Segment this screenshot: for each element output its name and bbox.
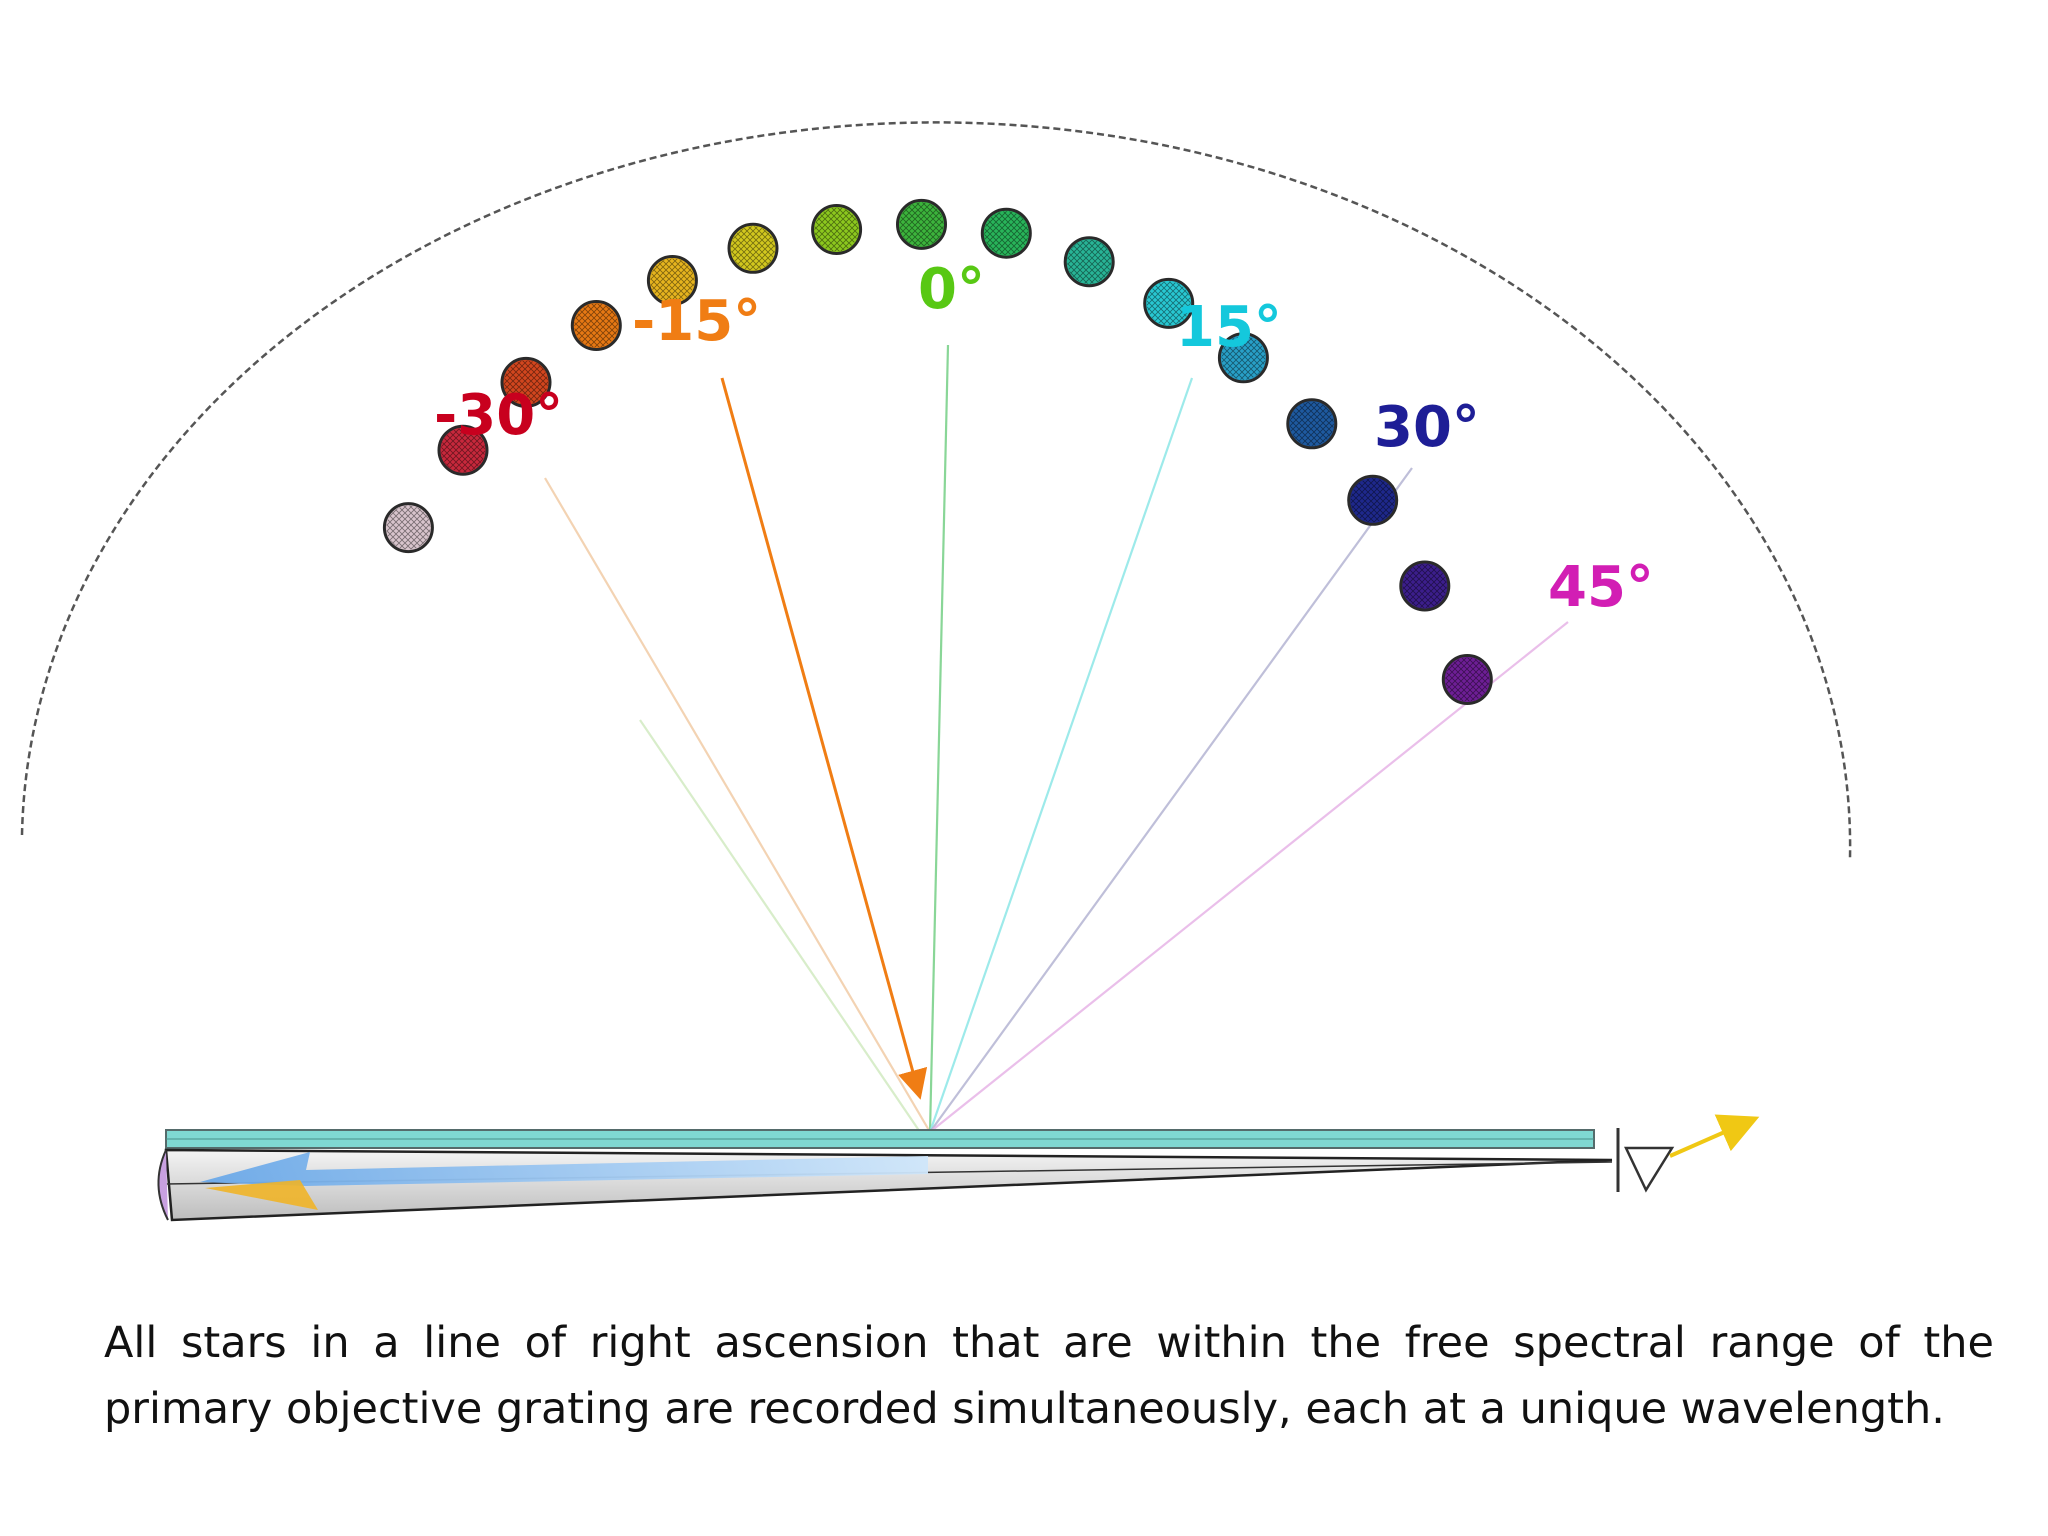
angle-label-minus-30: -30° <box>434 383 563 448</box>
star-10 <box>1063 236 1115 288</box>
detector <box>1616 1114 1760 1193</box>
star-5 <box>646 255 698 306</box>
angle-label-minus-15: -15° <box>632 289 761 354</box>
caption: All stars in a line of right ascension t… <box>104 1318 1994 1434</box>
star-7 <box>811 204 863 255</box>
ray-minus-30 <box>544 477 931 1133</box>
star-3 <box>500 356 552 408</box>
star-1 <box>382 502 434 554</box>
angle-label-0: 0° <box>918 257 985 322</box>
star-12 <box>1217 332 1269 384</box>
angle-label-15: 15° <box>1176 295 1282 360</box>
ray-45 <box>929 621 1569 1133</box>
sky-arc <box>20 121 1852 859</box>
ray-0 <box>928 344 950 1133</box>
telescope-tube <box>157 1148 1613 1222</box>
ray-minus-30-green <box>639 719 921 1133</box>
star-9 <box>980 207 1032 259</box>
ray-30 <box>929 467 1413 1133</box>
output-arrow <box>1669 1114 1760 1158</box>
yellow-beam <box>205 1180 318 1210</box>
grating-diagram: -30° -15° 0° 15° 30° 45° <box>20 121 1852 1222</box>
objective-grating <box>165 1129 1595 1149</box>
star-16 <box>1441 654 1493 705</box>
diffraction-rays <box>544 344 1569 1133</box>
star-2 <box>437 424 489 476</box>
star-4 <box>570 300 622 351</box>
stars-group <box>382 198 1493 705</box>
star-14 <box>1347 474 1399 526</box>
star-15 <box>1399 560 1451 612</box>
blue-beam <box>200 1152 928 1186</box>
incident-arrow <box>720 377 928 1100</box>
angle-label-45: 45° <box>1548 555 1654 620</box>
angle-labels: -30° -15° 0° 15° 30° 45° <box>434 257 1654 620</box>
star-11 <box>1143 277 1195 329</box>
star-8 <box>896 198 947 250</box>
star-13 <box>1286 398 1338 450</box>
ray-15 <box>928 377 1194 1133</box>
angle-label-30: 30° <box>1374 395 1480 460</box>
star-6 <box>727 222 779 274</box>
